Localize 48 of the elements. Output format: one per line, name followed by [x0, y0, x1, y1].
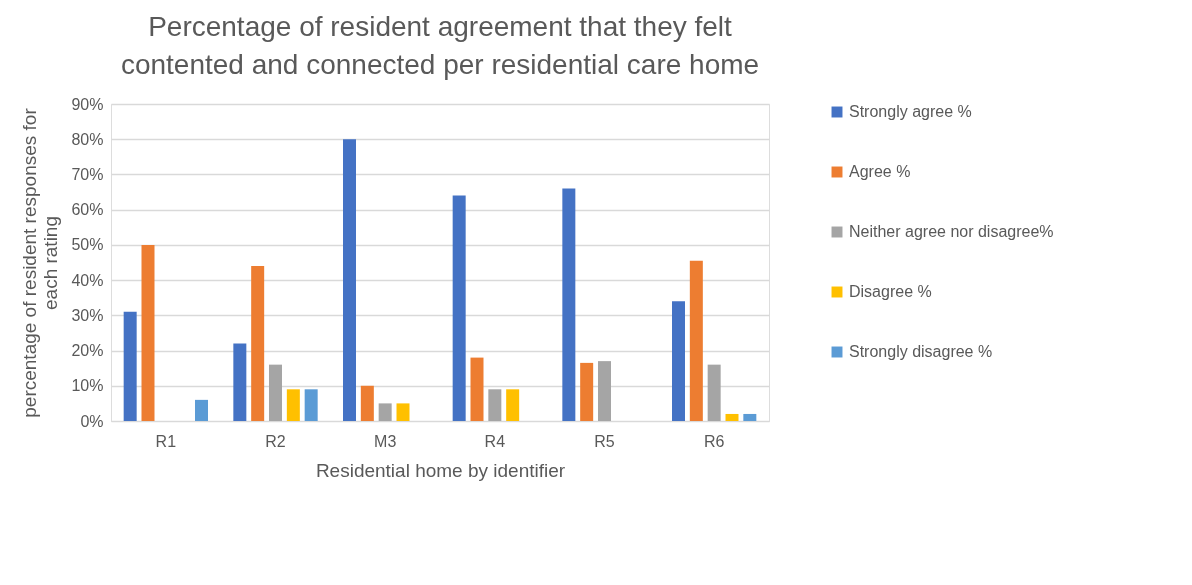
bar [251, 266, 265, 421]
y-tick-label: 10% [71, 377, 104, 395]
bar [396, 403, 410, 421]
bar [141, 244, 155, 421]
y-tick-label: 0% [80, 412, 104, 430]
y-tick-label: 80% [71, 130, 104, 148]
bar [743, 413, 757, 421]
y-tick-label: 90% [71, 95, 104, 113]
x-tick-label: R6 [703, 432, 725, 450]
bar [269, 364, 282, 421]
x-axis-title: Residential home by identifier [315, 459, 566, 481]
bar [598, 361, 611, 421]
y-axis-title: percentage of resident responses for each rating [19, 107, 62, 418]
chart-title: Percentage of resident agreement that they felt contented and connected per residential care home [120, 11, 760, 80]
x-tick-label: M3 [374, 432, 397, 450]
bar [725, 413, 739, 421]
bar [562, 188, 576, 421]
y-tick-label: 20% [71, 342, 104, 360]
bar [233, 343, 247, 421]
legend-label: Disagree % [849, 283, 932, 300]
bar [580, 362, 594, 421]
bar [304, 389, 318, 421]
bar [689, 260, 703, 421]
legend-label: Neither agree nor disagree% [849, 223, 1054, 240]
bar [506, 389, 520, 421]
y-tick-label: 50% [71, 236, 104, 254]
x-tick-label: R1 [155, 432, 177, 450]
bar [452, 195, 466, 421]
bar [672, 301, 685, 421]
bar [123, 311, 137, 421]
legend-label: Strongly agree % [849, 103, 972, 120]
bar [360, 385, 374, 421]
legend-label: Strongly disagree % [849, 343, 993, 360]
bar [343, 139, 356, 421]
bar [488, 389, 502, 421]
x-tick-label: R5 [594, 432, 615, 450]
y-tick-label: 70% [71, 165, 104, 183]
bar [378, 403, 392, 421]
y-tick-label: 60% [71, 201, 104, 219]
legend-label: Agree % [849, 163, 911, 180]
bar [470, 357, 484, 421]
bar [286, 389, 300, 421]
bar [195, 399, 208, 421]
bar [707, 364, 721, 421]
y-tick-label: 30% [71, 306, 104, 324]
x-tick-label: R4 [484, 432, 506, 450]
x-tick-label: R2 [265, 432, 286, 450]
y-tick-label: 40% [71, 271, 104, 289]
